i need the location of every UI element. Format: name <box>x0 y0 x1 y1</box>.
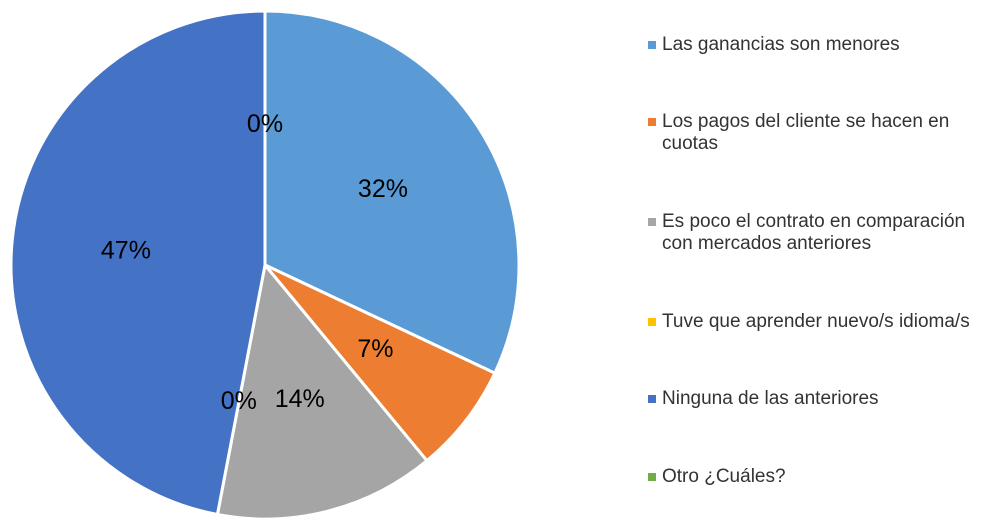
pie-slice <box>263 263 497 463</box>
legend-swatch <box>648 395 656 404</box>
legend-swatch <box>648 118 656 127</box>
data-label: 0% <box>247 110 283 138</box>
legend-label: Es poco el contrato en comparación con m… <box>662 211 966 255</box>
data-label: 7% <box>357 335 393 363</box>
pie-slice <box>9 9 267 517</box>
legend-item: Las ganancias son menores <box>648 34 993 56</box>
legend-swatch <box>648 317 656 326</box>
data-label: 47% <box>101 236 151 264</box>
pie-slice <box>215 261 430 521</box>
legend-item: Ninguna de las anteriores <box>648 388 993 410</box>
legend-item: Otro ¿Cuáles? <box>648 466 993 488</box>
legend-label: Ninguna de las anteriores <box>662 388 879 410</box>
legend-item: Es poco el contrato en comparación con m… <box>648 211 993 255</box>
legend-swatch <box>648 40 656 49</box>
legend-swatch <box>648 473 656 482</box>
legend: Las ganancias son menores Los pagos del c… <box>648 6 993 516</box>
data-label: 0% <box>221 387 257 415</box>
legend-swatch <box>648 218 656 227</box>
pie-slice <box>263 9 521 376</box>
legend-item: Los pagos del cliente se hacen en cuotas <box>648 111 993 155</box>
legend-label: Las ganancias son menores <box>662 33 900 55</box>
legend-item: Tuve que aprender nuevo/s idioma/s <box>648 311 993 333</box>
legend-label: Tuve que aprender nuevo/s idioma/s <box>662 310 970 332</box>
data-label: 14% <box>275 385 325 413</box>
data-label: 32% <box>358 175 408 203</box>
pie-area: 32% 7% 14% 0% 47% 0% <box>9 9 521 521</box>
legend-label: Los pagos del cliente se hacen en cuotas <box>662 111 950 155</box>
legend-label: Otro ¿Cuáles? <box>662 466 786 488</box>
